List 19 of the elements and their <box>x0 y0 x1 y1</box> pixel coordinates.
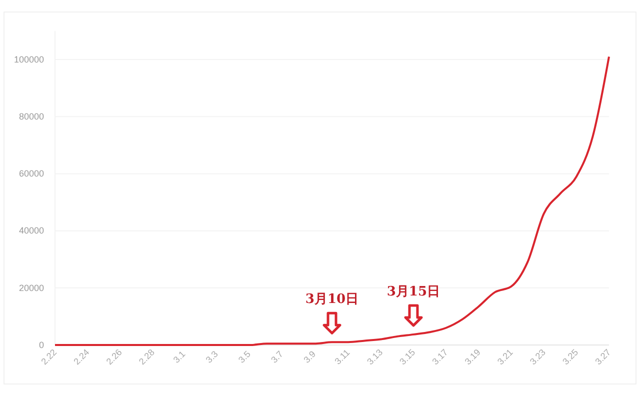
x-tick-label: 3.3 <box>204 348 220 365</box>
x-tick-label: 3.19 <box>462 347 482 367</box>
annotation: 3月10日 <box>305 292 359 308</box>
annotation: 3月15日 <box>386 284 440 300</box>
x-tick-label: 3.9 <box>302 348 318 365</box>
y-tick-label: 80000 <box>18 112 44 122</box>
line-series <box>54 56 610 346</box>
y-tick-label: 60000 <box>18 168 44 179</box>
y-tick-label: 20000 <box>18 282 44 293</box>
x-tick-label: 3.13 <box>365 347 385 367</box>
x-tick-label: 3.7 <box>269 348 285 365</box>
y-tick-label: 40000 <box>18 226 44 236</box>
x-tick-label: 3.23 <box>528 347 548 367</box>
x-tick-label: 3.1 <box>171 348 188 365</box>
y-tick-label: 0 <box>38 340 44 350</box>
x-tick-label: 3.21 <box>495 347 515 367</box>
x-tick-label: 3.5 <box>236 348 252 365</box>
y-tick-label: 100000 <box>14 54 44 64</box>
x-tick-label: 3.11 <box>332 347 352 366</box>
